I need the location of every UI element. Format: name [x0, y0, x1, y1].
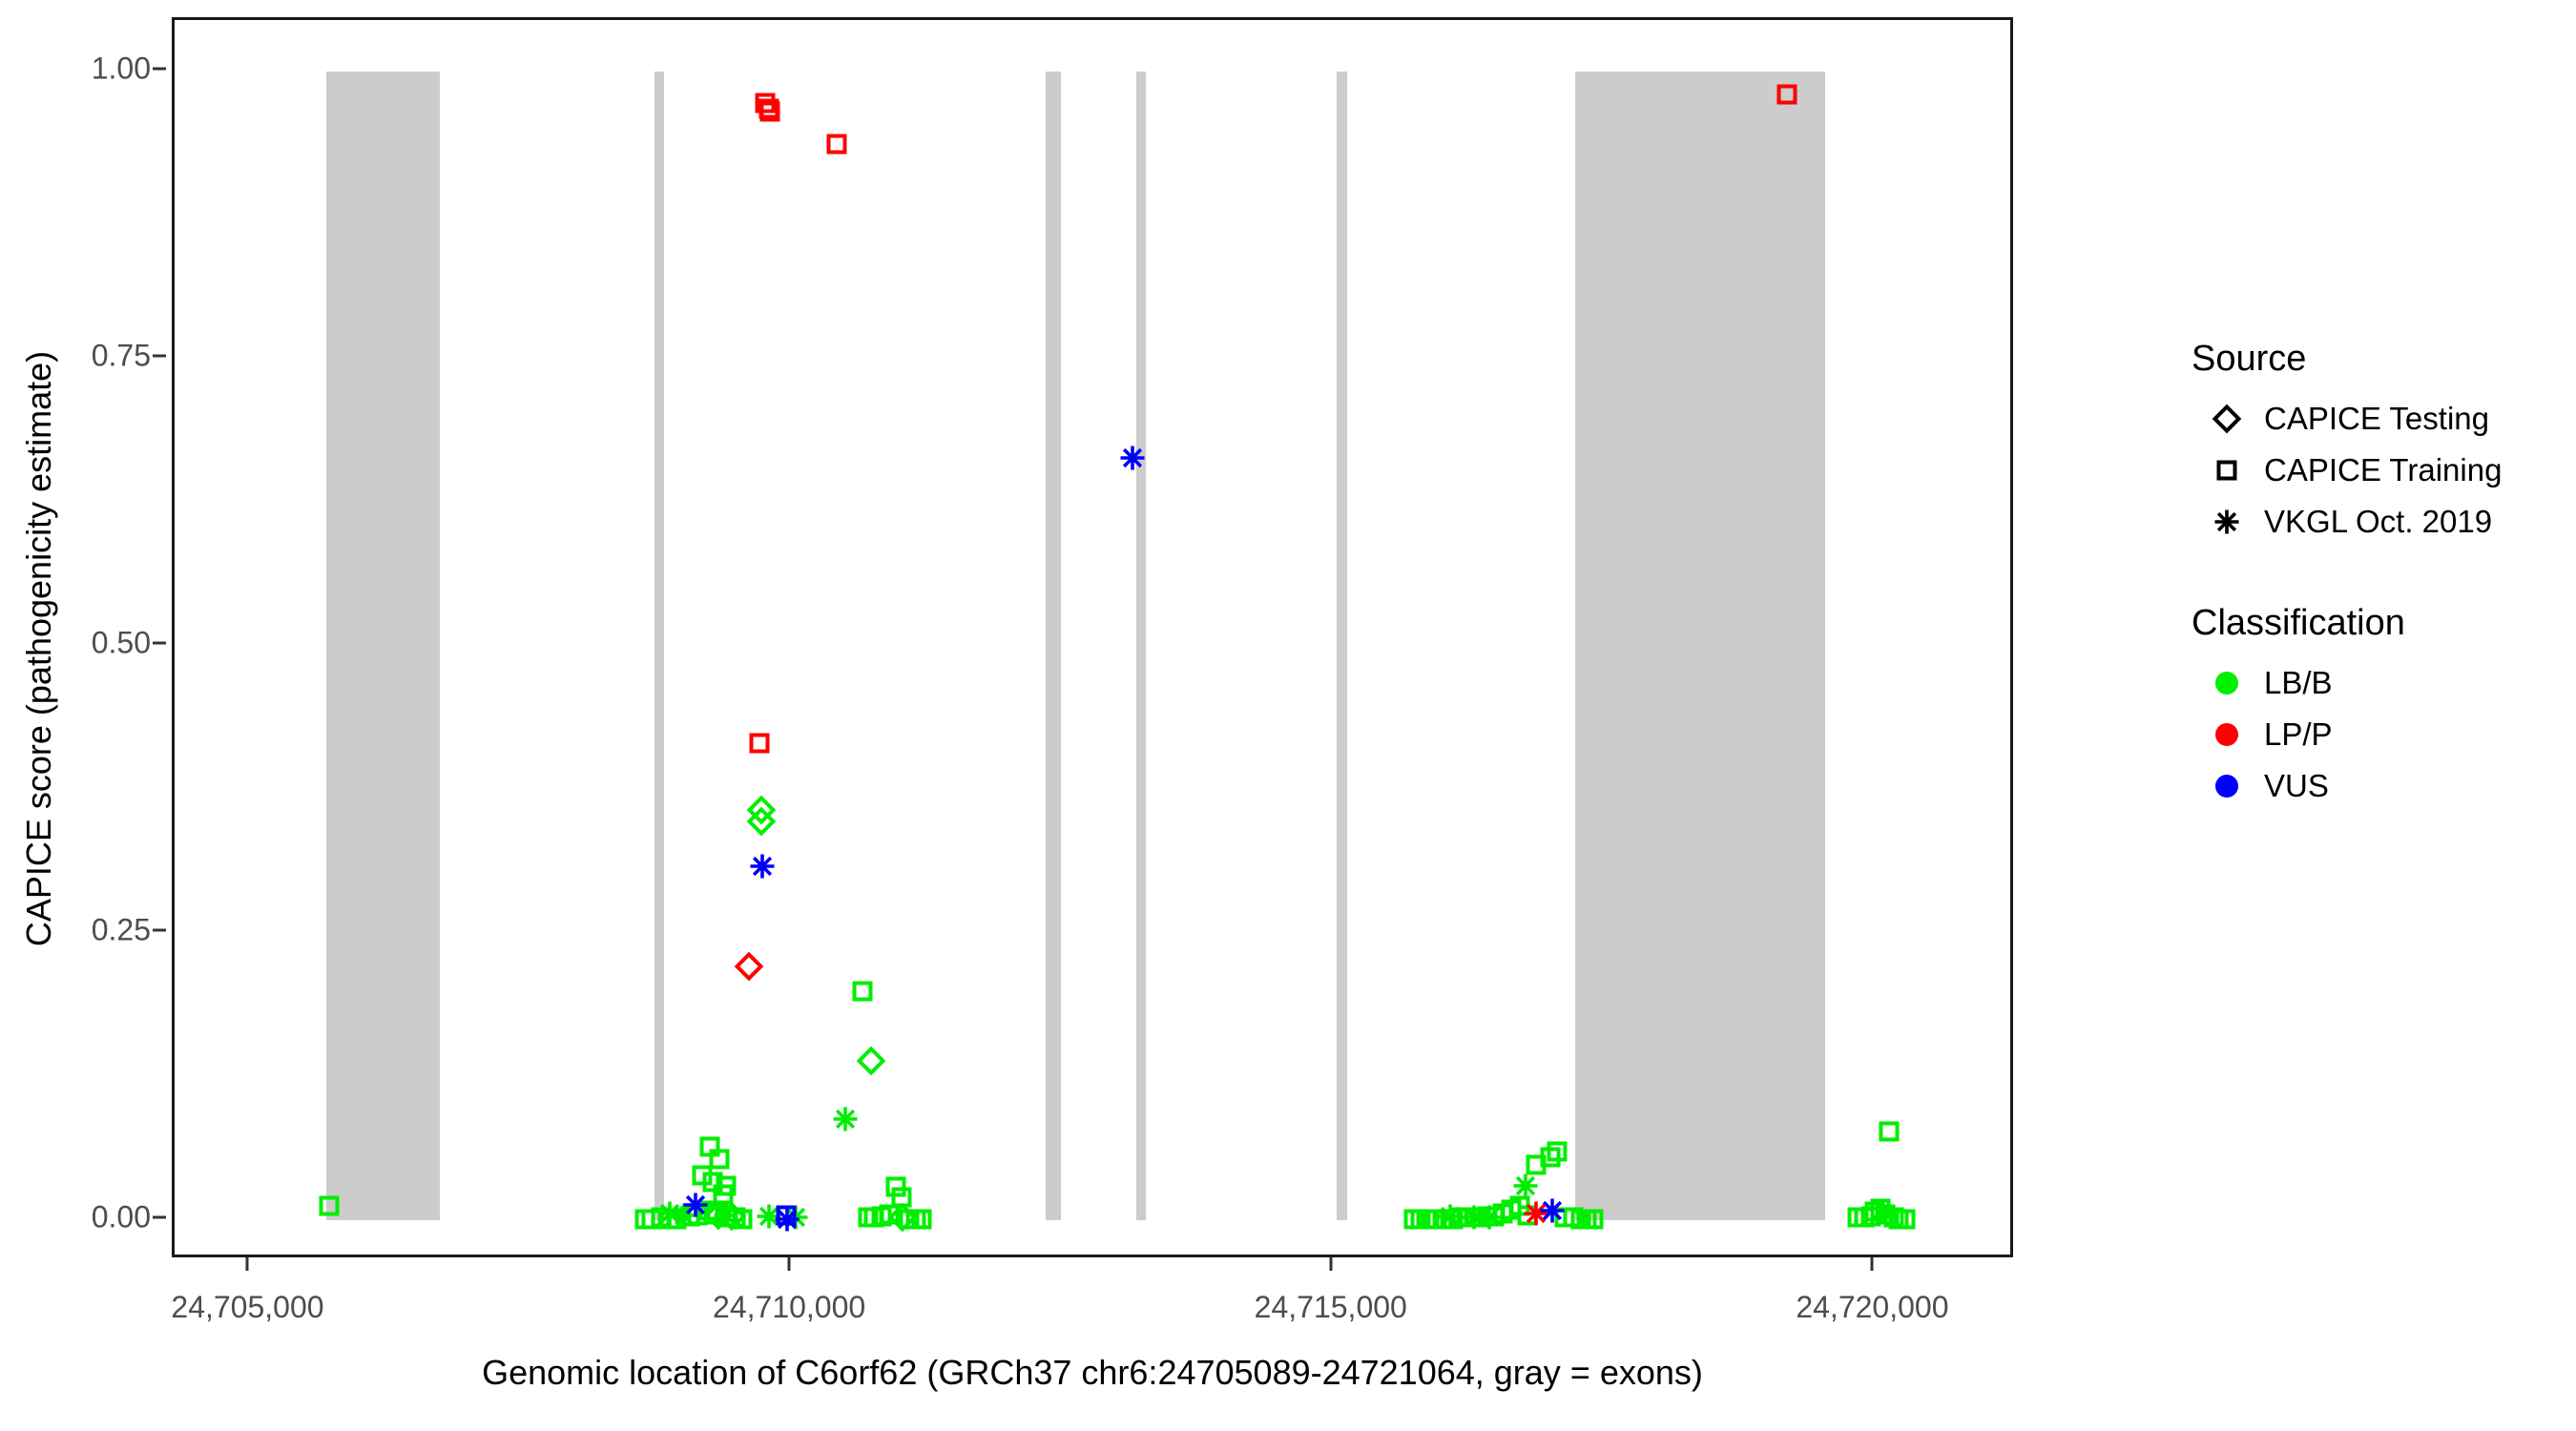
y-axis-ticks: 0.00 0.25 0.50 0.75 1.00: [0, 0, 153, 1431]
legend: Source CAPICE Testing CAPICE Training VKGL…: [2190, 339, 2571, 812]
data-point: [1583, 1209, 1604, 1230]
exon-band: [325, 72, 441, 1220]
data-point: [634, 1209, 655, 1230]
data-point: [749, 733, 770, 754]
data-point: [681, 1191, 710, 1219]
legend-classification-items: LB/B LP/P VUS: [2190, 657, 2571, 812]
y-tick-mark: [153, 1215, 166, 1219]
x-tick-mark: [1329, 1257, 1333, 1271]
y-tick-mark: [153, 928, 166, 932]
legend-source-title: Source: [2192, 339, 2307, 379]
diamond-icon: [2190, 404, 2264, 434]
y-tick-label: 1.00: [91, 51, 151, 86]
y-tick-label: 0.00: [91, 1199, 151, 1234]
exon-band: [1337, 72, 1347, 1220]
data-point: [1118, 444, 1147, 472]
data-point: [702, 1172, 723, 1192]
legend-item-label: VUS: [2264, 768, 2329, 803]
data-point: [1403, 1209, 1424, 1230]
legend-item-label: VKGL Oct. 2019: [2264, 504, 2493, 539]
x-tick-mark: [245, 1257, 249, 1271]
plot-area: [175, 20, 2010, 1255]
asterisk-icon: [2190, 508, 2264, 536]
exon-band: [654, 72, 665, 1220]
legend-source-items: CAPICE Testing CAPICE Training VKGL Oct. 2…: [2190, 393, 2571, 548]
data-point: [856, 1046, 886, 1075]
data-point: [1538, 1196, 1567, 1225]
data-point: [887, 1203, 918, 1233]
data-point: [826, 134, 847, 155]
x-tick-label: 24,715,000: [1254, 1290, 1407, 1324]
x-tick-mark: [1870, 1257, 1874, 1271]
y-tick-label: 0.75: [91, 338, 151, 373]
x-tick-label: 24,720,000: [1796, 1290, 1949, 1324]
exon-band: [1574, 72, 1826, 1220]
data-point: [748, 852, 777, 881]
y-tick-label: 0.50: [91, 625, 151, 660]
data-point: [1436, 1202, 1465, 1231]
data-point: [1776, 84, 1797, 105]
y-tick-label: 0.25: [91, 912, 151, 947]
legend-item-asterisk[interactable]: VKGL Oct. 2019: [2190, 496, 2571, 548]
y-tick-mark: [153, 354, 166, 358]
data-point: [885, 1176, 906, 1197]
data-point: [1522, 1199, 1550, 1228]
data-point: [1847, 1207, 1868, 1228]
y-tick-mark: [153, 67, 166, 71]
data-point: [319, 1195, 340, 1216]
color-dot-icon: [2190, 672, 2264, 695]
data-point: [655, 1199, 684, 1228]
data-point: [1475, 1203, 1504, 1232]
legend-item-vus[interactable]: VUS: [2190, 760, 2571, 812]
exon-band: [1045, 72, 1061, 1220]
data-point: [1526, 1154, 1547, 1175]
legend-classification-title: Classification: [2192, 603, 2405, 643]
legend-item-diamond[interactable]: CAPICE Testing: [2190, 393, 2571, 445]
legend-item-label: LP/P: [2264, 716, 2333, 752]
x-tick-label: 24,705,000: [171, 1290, 324, 1324]
data-point: [759, 101, 780, 122]
data-point: [852, 981, 873, 1002]
color-swatch: [2215, 775, 2238, 798]
square-icon: [2190, 460, 2264, 481]
color-swatch: [2215, 672, 2238, 695]
legend-item-label: CAPICE Training: [2264, 452, 2503, 487]
x-tick-label: 24,710,000: [713, 1290, 866, 1324]
data-point: [746, 806, 777, 837]
color-dot-icon: [2190, 775, 2264, 798]
x-axis-title: Genomic location of C6orf62 (GRCh37 chr6…: [482, 1353, 1703, 1392]
data-point: [732, 1209, 753, 1230]
data-point: [713, 1184, 734, 1205]
data-point: [709, 1149, 730, 1170]
legend-spacer: [2190, 548, 2571, 603]
y-tick-mark: [153, 641, 166, 645]
legend-item-label: LB/B: [2264, 665, 2333, 700]
x-tick-mark: [787, 1257, 791, 1271]
data-point: [1511, 1172, 1540, 1200]
data-point: [776, 1205, 797, 1226]
data-point: [1895, 1209, 1916, 1230]
data-point: [734, 951, 764, 982]
legend-item-square[interactable]: CAPICE Training: [2190, 445, 2571, 496]
data-point: [858, 1207, 879, 1228]
data-point: [1879, 1121, 1900, 1142]
data-point: [712, 1201, 740, 1230]
exon-band: [1136, 72, 1147, 1220]
data-point: [831, 1105, 860, 1133]
plot-panel: [172, 17, 2013, 1257]
legend-item-label: CAPICE Testing: [2264, 401, 2489, 436]
legend-item-lp-p[interactable]: LP/P: [2190, 709, 2571, 760]
color-dot-icon: [2190, 723, 2264, 746]
legend-item-lb-b[interactable]: LB/B: [2190, 657, 2571, 709]
color-swatch: [2215, 723, 2238, 746]
data-point: [746, 795, 777, 825]
